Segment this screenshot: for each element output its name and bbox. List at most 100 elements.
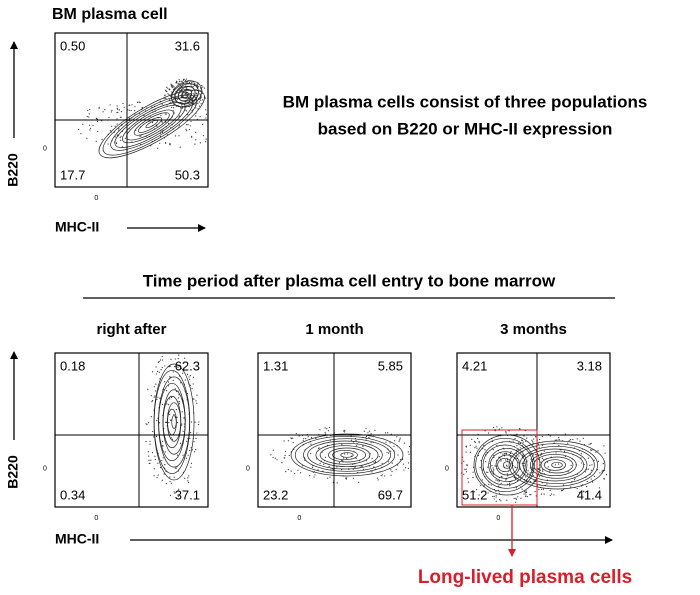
event-dot [294,472,296,475]
event-dot [191,449,194,451]
event-dot [88,124,91,126]
event-dot [303,438,305,440]
event-dot [202,123,204,125]
event-dot [149,440,151,442]
contour [110,97,194,151]
event-dot [165,390,168,392]
event-dot [356,445,358,447]
zero-label: 0 [445,465,449,472]
event-dot [539,469,541,471]
event-dot [181,104,183,106]
event-dot [190,120,192,123]
event-dot [567,471,569,473]
event-dot [370,433,372,435]
event-dot [505,464,508,466]
event-dot [283,457,285,459]
event-dot [312,466,314,469]
zero-label: 0 [43,465,47,472]
event-dot [500,475,502,478]
event-dot [384,432,387,434]
event-dot [170,358,172,360]
event-dot [116,123,118,125]
event-dot [505,452,508,455]
event-dot [164,365,166,367]
event-dot [150,459,152,461]
event-dot [177,495,179,497]
event-dot [487,471,489,473]
event-dot [155,373,158,375]
event-dot [165,421,167,424]
event-dot [171,86,173,88]
contour [153,363,195,481]
event-dot [178,488,180,490]
event-dot [192,376,195,378]
event-dot [605,474,608,476]
event-dot [183,94,185,96]
event-dot [177,490,179,492]
event-dot [324,456,327,459]
event-dot [287,469,289,471]
event-dot [355,457,357,460]
event-dot [188,475,190,477]
event-dot [403,442,406,444]
event-dot [185,87,188,89]
event-dot [399,439,401,441]
event-dot [145,423,147,425]
event-dot [524,492,527,494]
event-dot [196,93,198,95]
event-dot [494,465,496,467]
event-dot [178,394,180,396]
event-dot [185,78,188,80]
event-dot [302,440,304,442]
event-dot [195,115,197,117]
event-dot [516,445,518,447]
event-dot [162,444,164,447]
event-dot [532,475,535,477]
event-dot [89,127,92,130]
event-dot [597,460,600,462]
event-dot [564,455,567,458]
event-dot [199,97,202,100]
event-dot [535,453,537,456]
event-dot [147,422,150,424]
event-dot [163,98,165,100]
callout: Long-lived plasma cells [418,567,632,588]
event-dot [157,474,159,476]
event-dot [601,470,603,472]
event-dot [586,486,588,488]
event-dot [194,421,196,423]
event-dot [390,469,392,471]
event-dot [397,454,399,456]
event-dot [365,427,367,430]
plot-frame [54,32,209,188]
event-dot [467,477,469,480]
event-dot [505,479,507,481]
event-dot [549,470,551,472]
event-dot [590,469,592,471]
event-dot [465,471,468,473]
event-dot [195,88,197,91]
event-dot [179,146,181,148]
event-dot [530,458,532,460]
contour [166,402,182,442]
event-dot [156,476,158,479]
event-dot [173,94,175,96]
event-dot [181,94,184,96]
event-dot [482,469,484,471]
contour [114,102,186,148]
event-dot [310,443,312,445]
event-dot [88,113,90,115]
event-dot [525,491,528,494]
event-dot [573,479,576,481]
event-dot [161,366,163,369]
event-dot [549,435,551,437]
event-dot [464,468,466,470]
event-dot [603,478,605,480]
event-dot [586,480,588,483]
event-dot [511,480,513,482]
event-dot [505,432,507,434]
event-dot [385,441,387,443]
event-dot [145,440,147,443]
event-dot [307,436,309,438]
event-dot [562,484,565,486]
